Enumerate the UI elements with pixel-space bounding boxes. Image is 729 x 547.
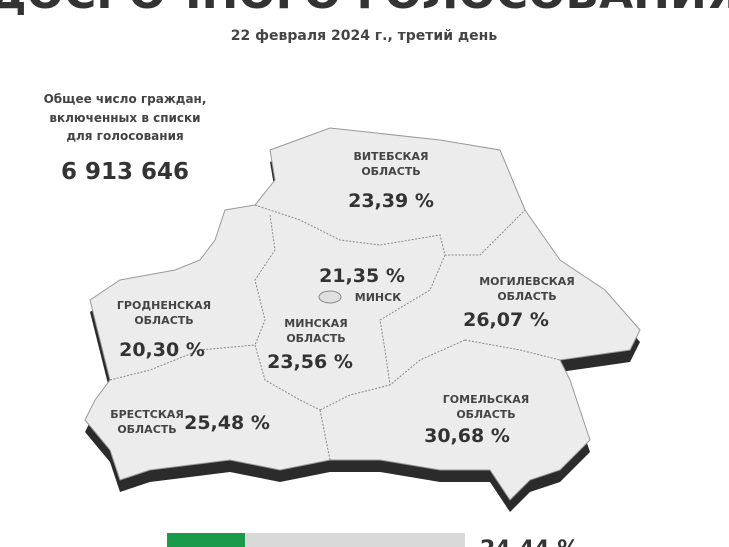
- region-labels: ВИТЕБСКАЯ ОБЛАСТЬ 23,39 % МИНСК 21,35 % МОГИЛ…: [110, 150, 575, 447]
- total-label: для голосования: [66, 129, 183, 143]
- region-name: ОБЛАСТЬ: [497, 290, 556, 303]
- region-percent: 23,39 %: [348, 190, 434, 212]
- region-name: МИНСК: [355, 291, 401, 304]
- region-border: [254, 204, 526, 256]
- region-name: ОБЛАСТЬ: [286, 332, 345, 345]
- region-border: [319, 409, 331, 461]
- region-name: МОГИЛЕВСКАЯ: [479, 275, 575, 288]
- total-label: Общее число граждан,: [44, 92, 207, 106]
- region-border: [254, 214, 276, 346]
- overall-percent: 24,44 %: [480, 537, 579, 547]
- region-name: БРЕСТСКАЯ: [110, 408, 184, 421]
- minsk-city: [318, 290, 342, 304]
- title: ДОСРОЧНОГО ГОЛОСОВАНИЯ: [0, 0, 729, 19]
- region-name: ОБЛАСТЬ: [117, 423, 176, 436]
- region-percent: 26,07 %: [463, 309, 549, 331]
- region-border: [464, 339, 561, 361]
- region-border: [109, 344, 256, 381]
- region-percent: 23,56 %: [267, 351, 353, 373]
- date: 22 февраля 2024 г., третий день: [231, 28, 498, 44]
- region-name: ВИТЕБСКАЯ: [353, 150, 428, 163]
- total-label: включенных в списки: [49, 111, 200, 125]
- region-percent: 20,30 %: [119, 339, 205, 361]
- region-percent: 25,48 %: [184, 412, 270, 434]
- region-name: ОБЛАСТЬ: [456, 408, 515, 421]
- region-name: МИНСКАЯ: [284, 317, 347, 330]
- region-border: [254, 344, 321, 411]
- region-name: ОБЛАСТЬ: [361, 165, 420, 178]
- region-border: [379, 254, 446, 386]
- region-name: ГОМЕЛЬСКАЯ: [443, 393, 529, 406]
- progress-filled: [167, 533, 245, 547]
- region-percent: 21,35 %: [319, 265, 405, 287]
- map: [84, 127, 641, 512]
- region-name: ГРОДНЕНСКАЯ: [117, 299, 211, 312]
- region-percent: 30,68 %: [424, 425, 510, 447]
- total-value: 6 913 646: [61, 159, 189, 185]
- region-name: ОБЛАСТЬ: [134, 314, 193, 327]
- progress-rest: [245, 533, 465, 547]
